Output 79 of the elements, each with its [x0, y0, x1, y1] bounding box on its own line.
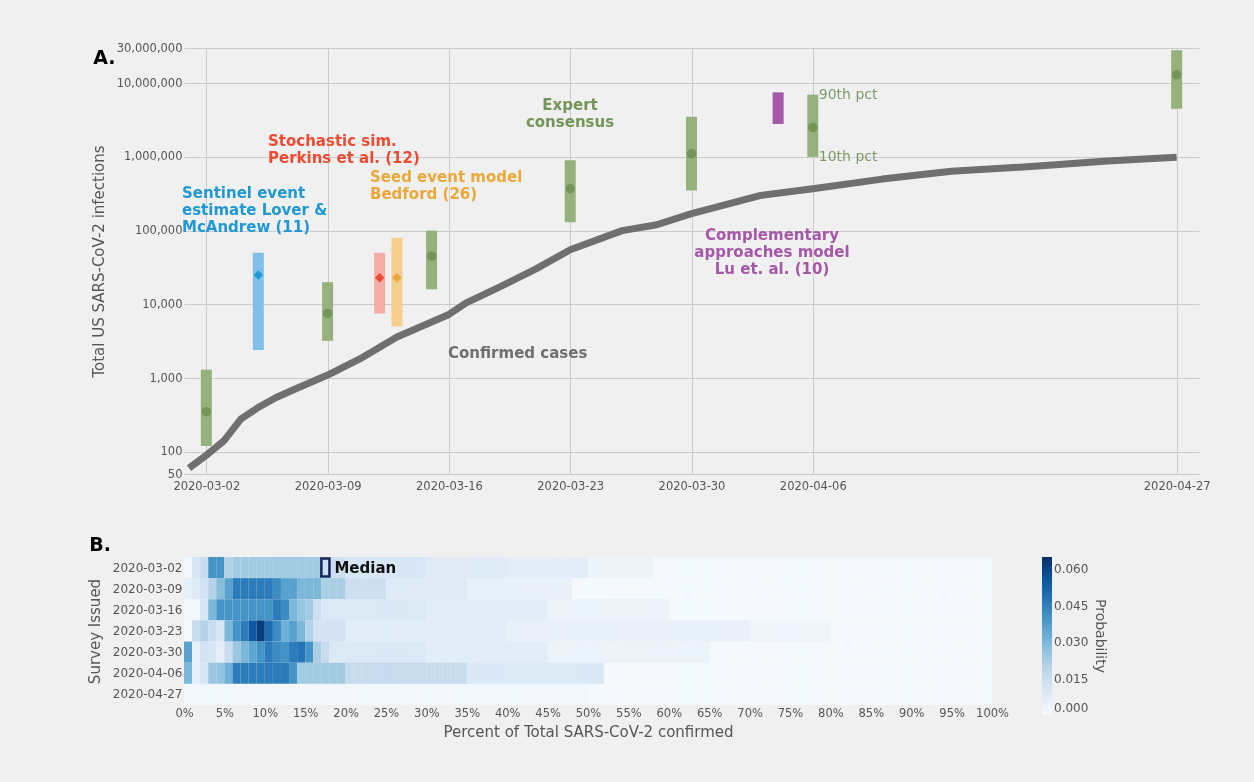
x-tick-label: 2020-03-09	[294, 478, 362, 493]
x-tick-label: 40%	[494, 705, 521, 720]
y-tick-label: 1,000,000	[123, 149, 183, 164]
bar	[374, 252, 386, 314]
y-tick-label: 10,000	[142, 296, 183, 311]
text: Seed event model Bedford (26)	[370, 168, 523, 203]
y-tick-label: 1,000	[149, 370, 183, 385]
x-tick-label: 95%	[939, 705, 965, 720]
x-tick-label: 75%	[777, 705, 804, 720]
x-tick-label: 50%	[575, 705, 602, 720]
point	[565, 184, 575, 194]
color-bar-title: Probability	[1093, 598, 1109, 674]
y-tick-label: 30,000,000	[116, 40, 183, 55]
point	[686, 149, 697, 159]
x-tick-label: 0%	[175, 705, 194, 720]
annotation: 90th pct	[818, 85, 878, 102]
x-tick-label: 2020-03-23	[537, 478, 605, 493]
text: Stochastic sim. Perkins et al. (12)	[268, 132, 420, 167]
bar	[252, 252, 264, 351]
x-tick-label: 2020-03-02	[173, 478, 241, 493]
x-tick-label: 100%	[976, 705, 1009, 720]
color-bar-label: 0.000	[1054, 701, 1089, 715]
x-tick-label: 85%	[858, 705, 885, 720]
x-tick-label: 2020-03-16	[415, 478, 483, 493]
x-tick-label: 2020-03-30	[658, 478, 726, 493]
x-axis-title: Percent of Total SARS-CoV-2 confirmed	[443, 723, 734, 741]
y-axis-title: Total US SARS-CoV-2 infections	[89, 145, 108, 379]
y-axis-title: Survey Issued	[85, 578, 104, 685]
y-tick-label: 100,000	[134, 223, 183, 238]
chart-title: B.	[89, 533, 111, 555]
x-tick-label: 2020-04-06	[779, 478, 847, 493]
text: Complementary approaches model Lu et. al. (10)	[694, 226, 850, 278]
x-tick-label: 15%	[292, 705, 319, 720]
point	[1171, 70, 1182, 80]
x-tick-label: 80%	[818, 705, 844, 720]
x-tick-label: 10%	[252, 705, 279, 720]
y-tick-label: 50	[167, 466, 183, 481]
point	[253, 270, 264, 280]
bar	[200, 369, 212, 446]
color-bar-label: 0.060	[1054, 562, 1089, 577]
color-bar-label: 0.045	[1054, 598, 1089, 613]
point	[201, 406, 212, 417]
color-bar-label: 0.015	[1054, 671, 1089, 686]
point	[808, 122, 818, 133]
bar	[686, 116, 697, 191]
x-tick-label: 5%	[215, 705, 235, 720]
x-tick-label: 20%	[333, 705, 359, 720]
y-tick-label: 2020-03-30	[112, 645, 183, 660]
y-tick-label: 2020-03-02	[112, 560, 183, 575]
bar	[772, 92, 784, 124]
point	[426, 251, 437, 261]
point	[322, 308, 333, 319]
y-tick-label: 2020-03-09	[112, 581, 183, 596]
text: Sentinel event estimate Lover & McAndrew (11)	[182, 184, 328, 236]
color-bar-label: 0.030	[1054, 635, 1089, 650]
x-tick-label: 55%	[616, 705, 642, 720]
point	[392, 272, 402, 283]
x-tick-label: 25%	[373, 705, 400, 720]
y-tick-label: 2020-03-23	[112, 624, 183, 638]
x-tick-label: 90%	[898, 705, 925, 720]
bar	[391, 237, 403, 327]
x-tick-label: 45%	[535, 705, 561, 720]
y-tick-label: 10,000,000	[116, 75, 183, 90]
x-tick-label: 2020-04-27	[1143, 478, 1211, 493]
series-label: Confirmed cases	[448, 344, 588, 362]
y-tick-label: 2020-04-06	[112, 666, 183, 681]
y-tick-label: 2020-04-27	[112, 687, 183, 702]
chart-title: A.	[93, 46, 116, 68]
x-tick-label: 60%	[656, 705, 683, 720]
y-tick-label: 2020-03-16	[112, 602, 183, 617]
annotation: 10th pct	[818, 147, 878, 164]
x-tick-label: 30%	[414, 705, 440, 720]
x-tick-label: 70%	[737, 705, 763, 720]
y-tick-label: 100	[160, 444, 183, 459]
annotation: Median	[334, 558, 397, 577]
text: Expert consensus	[525, 96, 615, 131]
x-tick-label: 35%	[454, 705, 481, 720]
point	[374, 272, 385, 283]
x-tick-label: 65%	[696, 705, 723, 720]
